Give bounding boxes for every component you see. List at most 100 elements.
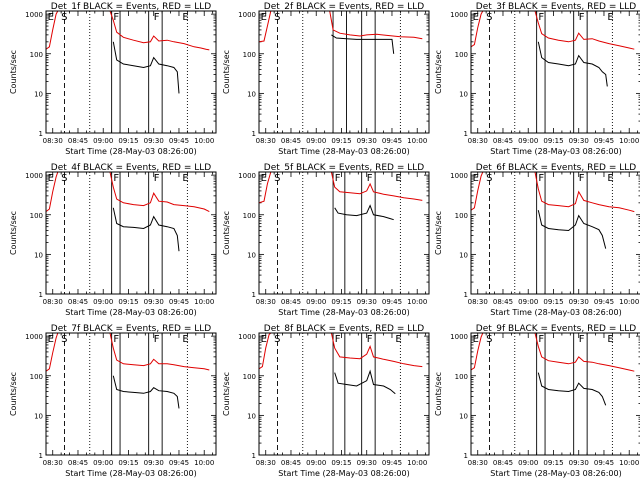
y-tick-label: 100 xyxy=(243,373,256,381)
y-tick-label: 1000 xyxy=(238,172,256,180)
plot-frame xyxy=(258,10,430,134)
panel-2: Det_2f BLACK = Events, RED = LLD Counts/s… xyxy=(222,2,430,156)
x-tick-label: 09:15 xyxy=(543,137,563,145)
series-events-line xyxy=(537,372,607,406)
panel-title: Det_5f BLACK = Events, RED = LLD xyxy=(264,163,424,173)
marker-letter: E xyxy=(607,173,613,184)
plot-frame xyxy=(258,171,430,295)
y-tick-label: 1 xyxy=(39,130,43,138)
x-tick-label: 09:15 xyxy=(543,298,563,306)
y-axis-label: Counts/sec xyxy=(222,211,231,255)
x-tick-label: 09:30 xyxy=(569,459,589,467)
x-tick-label: 08:30 xyxy=(256,298,276,306)
x-tick-label: 08:45 xyxy=(68,298,88,306)
x-tick-label: 09:00 xyxy=(518,298,538,306)
x-tick-label: 09:15 xyxy=(118,459,138,467)
x-axis-label: Start Time (28-May-03 08:26:00) xyxy=(490,147,621,156)
marker-letter: E xyxy=(395,173,401,184)
y-tick-label: 1 xyxy=(252,130,256,138)
series-events-line xyxy=(112,375,180,409)
marker-letter: E xyxy=(261,12,267,23)
y-tick-label: 1 xyxy=(464,291,468,299)
x-tick-label: 09:45 xyxy=(169,137,189,145)
y-tick-label: 10 xyxy=(247,412,256,420)
marker-letter: S xyxy=(274,173,280,184)
series-lld-line xyxy=(46,172,210,213)
marker-letter: F xyxy=(113,173,119,184)
x-axis-label: Start Time (28-May-03 08:26:00) xyxy=(278,469,409,478)
marker-letter: F xyxy=(538,173,544,184)
x-tick-label: 09:00 xyxy=(93,298,113,306)
panel-title: Det_7f BLACK = Events, RED = LLD xyxy=(51,324,211,334)
y-tick-label: 100 xyxy=(30,373,43,381)
marker-letter: S xyxy=(61,12,67,23)
x-tick-label: 09:30 xyxy=(357,137,377,145)
plot-frame xyxy=(470,332,640,456)
marker-letter: S xyxy=(486,173,492,184)
x-tick-label: 08:30 xyxy=(43,459,63,467)
y-tick-label: 10 xyxy=(34,412,43,420)
marker-letter: S xyxy=(486,334,492,345)
y-tick-label: 10 xyxy=(459,90,468,98)
marker-letter: S xyxy=(486,12,492,23)
marker-letter: S xyxy=(274,334,280,345)
plot-frame xyxy=(45,10,217,134)
x-axis-label: Start Time (28-May-03 08:26:00) xyxy=(490,469,621,478)
x-tick-label: 09:45 xyxy=(169,459,189,467)
y-tick-label: 10 xyxy=(247,90,256,98)
series-lld-line xyxy=(259,11,423,43)
x-axis-label: Start Time (28-May-03 08:26:00) xyxy=(65,147,196,156)
x-tick-label: 09:00 xyxy=(93,459,113,467)
y-axis-label: Counts/sec xyxy=(9,211,18,255)
y-tick-label: 100 xyxy=(243,212,256,220)
panel-title: Det_9f BLACK = Events, RED = LLD xyxy=(476,324,636,334)
y-tick-label: 1000 xyxy=(25,172,43,180)
panel-title: Det_6f BLACK = Events, RED = LLD xyxy=(476,163,636,173)
series-events-line xyxy=(537,41,608,87)
marker-letter: F xyxy=(367,334,373,345)
panel-8: Det_8f BLACK = Events, RED = LLD Counts/s… xyxy=(222,324,430,478)
marker-letter: E xyxy=(182,173,188,184)
marker-letter: E xyxy=(473,334,479,345)
plot-frame xyxy=(258,332,430,456)
series-events-line xyxy=(112,207,180,252)
x-tick-label: 09:45 xyxy=(594,459,614,467)
y-tick-label: 1000 xyxy=(25,333,43,341)
marker-letter: E xyxy=(182,334,188,345)
x-axis-label: Start Time (28-May-03 08:26:00) xyxy=(65,469,196,478)
marker-letter: E xyxy=(48,173,54,184)
x-tick-label: 09:15 xyxy=(331,459,351,467)
x-tick-label: 09:30 xyxy=(144,298,164,306)
marker-letter: F xyxy=(154,173,160,184)
x-tick-label: 09:15 xyxy=(118,137,138,145)
marker-letter: E xyxy=(48,334,54,345)
plot-frame xyxy=(470,171,640,295)
marker-letter: E xyxy=(261,334,267,345)
y-axis-label: Counts/sec xyxy=(222,50,231,94)
y-tick-label: 100 xyxy=(455,51,468,59)
panel-3: Det_3f BLACK = Events, RED = LLD Counts/s… xyxy=(434,2,640,156)
x-tick-label: 09:00 xyxy=(306,137,326,145)
x-tick-label: 10:00 xyxy=(619,459,639,467)
x-axis-label: Start Time (28-May-03 08:26:00) xyxy=(490,308,621,317)
y-tick-label: 1000 xyxy=(450,172,468,180)
y-tick-label: 1 xyxy=(252,452,256,460)
x-tick-label: 08:45 xyxy=(493,137,513,145)
y-tick-label: 10 xyxy=(34,90,43,98)
x-tick-label: 08:30 xyxy=(43,137,63,145)
x-tick-label: 08:45 xyxy=(281,459,301,467)
y-axis-label: Counts/sec xyxy=(434,372,443,416)
y-tick-label: 10 xyxy=(459,251,468,259)
marker-letter: E xyxy=(395,334,401,345)
x-tick-label: 09:45 xyxy=(169,298,189,306)
y-tick-label: 100 xyxy=(30,51,43,59)
x-tick-label: 10:00 xyxy=(194,459,214,467)
marker-letter: F xyxy=(113,12,119,23)
series-lld-line xyxy=(471,11,635,50)
x-tick-label: 10:00 xyxy=(194,137,214,145)
panel-title: Det_4f BLACK = Events, RED = LLD xyxy=(51,163,211,173)
panel-9: Det_9f BLACK = Events, RED = LLD Counts/s… xyxy=(434,324,640,478)
panel-title: Det_2f BLACK = Events, RED = LLD xyxy=(264,2,424,12)
x-tick-label: 09:00 xyxy=(93,137,113,145)
x-tick-label: 10:00 xyxy=(407,298,427,306)
